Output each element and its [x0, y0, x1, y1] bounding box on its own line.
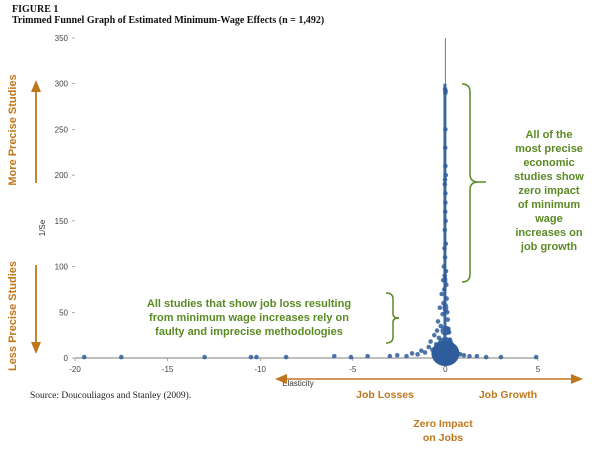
x-tick-label: 0 [443, 365, 448, 374]
data-point [119, 354, 124, 360]
data-point [467, 353, 472, 359]
left-callout-line: faulty and imprecise methodologies [155, 326, 343, 338]
x-tick-label: 5 [536, 365, 541, 374]
right-callout-line: wage [534, 213, 563, 225]
y-tick-label: 0 [64, 354, 69, 363]
x-tick-label: -10 [254, 365, 266, 374]
y-axis-title: 1/Se [38, 219, 47, 236]
job-losses-label: Job Losses [356, 389, 414, 401]
data-point [404, 353, 409, 359]
right-bracket [461, 83, 479, 283]
source-note: Source: Doucouliagos and Stanley (2009). [30, 391, 192, 401]
left-arrow-icon [275, 374, 287, 384]
data-point [435, 319, 441, 324]
data-point [81, 354, 87, 360]
zero-impact-label-line2: on Jobs [423, 432, 463, 444]
y-tick-label: 200 [55, 171, 69, 180]
data-point [331, 353, 337, 359]
right-callout-line: zero impact [518, 185, 579, 197]
data-point [461, 352, 467, 358]
data-points [81, 83, 539, 367]
right-callout-line: most precise [515, 143, 583, 155]
data-point [474, 353, 480, 359]
job-growth-label: Job Growth [479, 389, 537, 401]
funnel-spine [443, 83, 447, 358]
data-point [415, 352, 420, 357]
y-tick-label: 150 [55, 217, 69, 226]
right-callout-line: job growth [520, 241, 577, 253]
left-callout-line: from minimum wage increases rely on [149, 312, 349, 324]
right-arrow-icon [571, 374, 583, 384]
data-point [409, 351, 415, 356]
data-point [498, 354, 504, 360]
right-callout-line: studies show [514, 171, 584, 183]
data-point [439, 291, 444, 297]
data-point [387, 353, 393, 359]
data-point [483, 354, 489, 360]
y-tick-label: 300 [55, 80, 69, 89]
figure-label: FIGURE 1 [12, 4, 59, 15]
data-point [202, 354, 207, 360]
zero-impact-label-line1: Zero Impact [413, 418, 473, 430]
data-point [348, 354, 354, 360]
left-callout-line: All studies that show job loss resulting [147, 298, 351, 310]
data-point [431, 332, 437, 338]
data-point [248, 354, 254, 360]
y-tick-label: 250 [55, 125, 69, 134]
less-precise-label: Less Precise Studies [7, 261, 19, 371]
chart-annotations: More Precise Studies Less Precise Studies… [7, 74, 584, 444]
data-point [365, 353, 370, 359]
right-callout-line: economic [523, 157, 574, 169]
left-bracket [385, 292, 400, 344]
more-precise-label: More Precise Studies [7, 74, 19, 185]
data-point [445, 317, 451, 322]
right-callout-line: of minimum [518, 199, 581, 211]
y-tick-label: 50 [59, 308, 68, 317]
data-point [434, 328, 440, 333]
data-point [428, 339, 433, 344]
data-point [394, 352, 400, 358]
data-point [426, 344, 432, 350]
right-callout-line: increases on [515, 227, 583, 239]
data-point [283, 354, 289, 360]
x-tick-label: -20 [69, 365, 81, 374]
data-point [422, 350, 428, 355]
data-point [254, 354, 259, 360]
data-point [437, 305, 443, 311]
figure-title: Trimmed Funnel Graph of Estimated Minimu… [12, 15, 325, 26]
x-tick-label: -15 [162, 365, 174, 374]
data-point [533, 354, 539, 360]
data-point [419, 348, 424, 353]
y-tick-label: 350 [55, 34, 69, 43]
down-arrow-icon [31, 342, 41, 354]
up-arrow-icon [31, 80, 41, 92]
y-tick-label: 100 [55, 263, 69, 272]
x-axis-title: Elasticity [282, 379, 314, 388]
x-tick-label: -5 [349, 365, 357, 374]
right-callout-line: All of the [525, 129, 572, 141]
